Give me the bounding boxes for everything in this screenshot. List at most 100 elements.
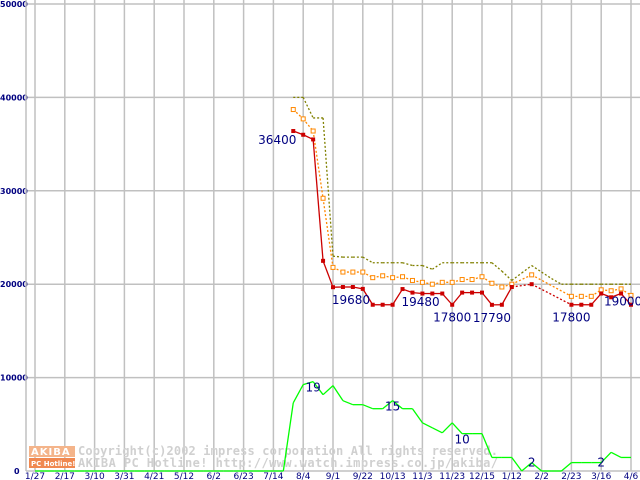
- data-label: 17800: [552, 311, 590, 325]
- average-point: [618, 286, 624, 292]
- min-point: [410, 290, 415, 295]
- count-segment: [441, 422, 453, 434]
- min-point: [370, 302, 375, 307]
- min-point: [311, 137, 316, 142]
- average-point: [568, 293, 574, 299]
- min-point: [450, 302, 455, 307]
- min-point: [350, 285, 355, 290]
- y-tick-label: 40000: [0, 93, 28, 102]
- data-label: 10: [454, 433, 469, 447]
- max-segment: [531, 264, 542, 273]
- count-segment: [481, 433, 493, 458]
- x-tick-label: 3/31: [114, 472, 134, 480]
- average-segment: [322, 198, 334, 268]
- min-point: [499, 302, 504, 307]
- count-segment: [382, 400, 394, 410]
- y-tick-label: 0: [14, 467, 20, 476]
- min-point: [460, 290, 465, 295]
- average-point: [360, 269, 366, 275]
- x-tick-label: 1/12: [502, 472, 522, 480]
- data-label: 15: [385, 400, 400, 414]
- data-label: 19: [305, 381, 320, 395]
- x-tick-label: 4/21: [144, 472, 164, 480]
- count-segment: [303, 380, 314, 386]
- count-segment: [451, 422, 463, 435]
- min-segment: [511, 283, 532, 288]
- max-segment: [402, 262, 413, 267]
- min-segment: [531, 283, 572, 306]
- average-point: [320, 195, 326, 201]
- min-point: [569, 302, 574, 307]
- average-point: [409, 277, 415, 283]
- min-point: [360, 286, 365, 291]
- x-tick-label: 1/27: [25, 472, 45, 480]
- min-segment: [312, 139, 324, 261]
- max-segment: [362, 256, 374, 264]
- max-segment: [332, 255, 343, 258]
- count-segment: [322, 385, 334, 396]
- x-tick-label: 12/15: [469, 472, 495, 480]
- average-point: [370, 275, 376, 281]
- x-tick-label: 5/12: [174, 472, 194, 480]
- akiba-logo-top: [29, 446, 75, 457]
- average-segment: [531, 274, 572, 297]
- min-point: [619, 291, 624, 296]
- max-segment: [551, 278, 562, 285]
- x-tick-label: 11/3: [412, 472, 432, 480]
- min-point: [440, 291, 445, 296]
- x-tick-label: 3/10: [84, 472, 104, 480]
- average-point: [578, 293, 584, 299]
- max-segment: [541, 271, 552, 280]
- y-tick-label: 30000: [0, 187, 28, 196]
- count-segment: [422, 422, 433, 429]
- x-tick-label: 4/6: [624, 472, 639, 480]
- y-tick-label: 10000: [0, 374, 28, 383]
- min-point: [489, 302, 494, 307]
- data-label: 17800: [433, 311, 471, 325]
- average-point: [499, 284, 505, 290]
- average-point: [340, 269, 346, 275]
- average-point: [380, 273, 386, 279]
- data-label: 2: [597, 456, 605, 470]
- average-point: [310, 128, 316, 134]
- logo-akiba-text: AKIBA: [31, 447, 71, 458]
- max-segment: [322, 117, 334, 257]
- average-point: [330, 264, 336, 270]
- x-tick-label: 11/23: [439, 472, 465, 480]
- count-segment: [511, 457, 523, 472]
- count-segment: [432, 427, 443, 434]
- min-segment: [362, 288, 374, 306]
- average-point: [529, 272, 535, 278]
- series: [35, 96, 634, 472]
- min-point: [420, 291, 425, 296]
- average-point: [588, 293, 594, 299]
- min-point: [529, 282, 534, 287]
- average-point: [439, 279, 445, 285]
- min-segment: [322, 260, 334, 288]
- min-point: [579, 302, 584, 307]
- average-segment: [312, 130, 324, 199]
- akiba-logo-bottom: [29, 458, 75, 468]
- data-label: 19000: [604, 295, 640, 309]
- max-segment: [431, 262, 443, 270]
- max-segment: [302, 97, 314, 119]
- x-tick-label: 10/13: [380, 472, 406, 480]
- site-text: AKIBA PC Hotline! http://www.watch.impre…: [78, 456, 498, 470]
- count-segment: [411, 408, 423, 424]
- min-point: [470, 290, 475, 295]
- logo-hotline-text: PC Hotline!: [31, 460, 75, 468]
- average-point: [479, 274, 485, 280]
- data-label: 2: [528, 456, 536, 470]
- max-segment: [511, 272, 523, 281]
- y-tick-label: 50000: [0, 0, 28, 9]
- average-point: [469, 277, 475, 283]
- x-tick-label: 9/1: [326, 472, 340, 480]
- max-segment: [521, 265, 533, 274]
- count-segment: [561, 462, 572, 472]
- min-point: [390, 302, 395, 307]
- average-point: [598, 287, 604, 293]
- count-segment: [282, 402, 294, 472]
